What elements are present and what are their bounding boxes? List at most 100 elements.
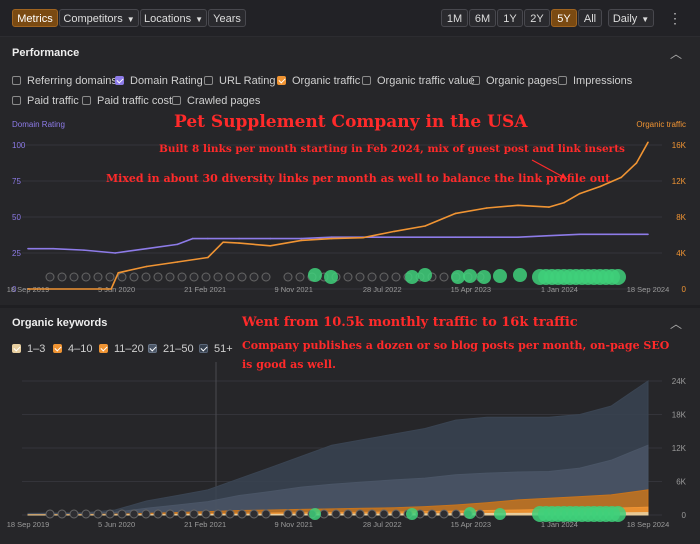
google-update-marker [249,509,259,519]
range-5y-button[interactable]: 5Y [551,9,577,27]
google-update-marker [81,272,91,282]
checkbox-paid-traffic[interactable]: Paid traffic [12,95,79,107]
google-update-marker [213,509,223,519]
competitors-dropdown[interactable]: Competitors ▼ [59,9,139,27]
x-tick-label: 18 Sep 2024 [627,520,670,529]
interval-dropdown[interactable]: Daily ▼ [608,9,654,27]
checkbox-organic-pages[interactable]: Organic pages [471,75,558,87]
range-2y-button[interactable]: 2Y [524,9,550,27]
google-update-marker [189,272,199,282]
checkbox-icon [362,76,371,85]
event-marker [451,270,465,284]
data-point [330,237,333,240]
performance-panel: Performance ︿ Referring domains Domain R… [0,37,700,305]
checkbox-url-rating[interactable]: URL Rating [204,75,275,87]
data-point [620,176,622,179]
data-point [27,288,29,290]
checkbox-label: Organic traffic value [377,75,475,87]
google-update-marker [129,509,139,519]
data-point [27,247,29,250]
google-update-marker [213,272,223,282]
event-marker [610,269,626,285]
range-all-button[interactable]: All [578,9,602,27]
checkbox-icon [558,76,567,85]
x-tick-label: 9 Nov 2021 [275,285,313,294]
event-marker [309,508,321,520]
google-update-marker [81,509,91,519]
checkbox-organic-traffic-value[interactable]: Organic traffic value [362,75,475,87]
range-6m-button[interactable]: 6M [469,9,496,27]
checkbox-organic-traffic[interactable]: Organic traffic [277,75,360,87]
checkbox-label: Referring domains [27,75,117,87]
data-point [362,236,364,239]
checkbox-pos-21-50[interactable]: 21–50 [148,343,194,355]
checkbox-pos-4-10[interactable]: 4–10 [53,343,92,355]
google-update-marker [355,272,365,282]
data-point [548,206,550,208]
data-point [563,201,565,204]
checkbox-pos-11-20[interactable]: 11–20 [99,343,144,355]
checkbox-domain-rating[interactable]: Domain Rating [115,75,203,87]
annotation-onpage: is good as well. [242,358,336,371]
data-point [610,233,612,236]
data-point [191,237,194,240]
google-update-marker [331,509,341,519]
collapse-chevron-icon[interactable]: ︿ [669,317,682,331]
data-point [599,185,602,188]
checkbox-label: Domain Rating [130,75,203,87]
data-point [454,236,457,238]
checkbox-impressions[interactable]: Impressions [558,75,632,87]
y-tick-label: 18K [672,411,687,420]
checkbox-label: Paid traffic [27,95,79,107]
locations-dropdown[interactable]: Locations ▼ [140,9,207,27]
range-1y-button[interactable]: 1Y [497,9,523,27]
data-point [517,204,519,207]
event-marker [324,270,338,284]
x-tick-label: 18 Sep 2019 [7,520,50,529]
checkbox-pos-51-plus[interactable]: 51+ [199,343,233,355]
checkbox-label: Crawled pages [187,95,261,107]
checkbox-paid-traffic-cost[interactable]: Paid traffic cost [82,95,172,107]
competitors-label: Competitors [63,13,123,25]
series-line [28,141,649,290]
google-update-marker [153,272,163,282]
x-tick-label: 15 Apr 2023 [451,520,491,529]
data-point [52,247,54,250]
data-point [635,162,638,164]
google-update-marker [261,509,271,519]
range-1m-button[interactable]: 1M [441,9,468,27]
google-update-marker [57,272,67,282]
event-marker [406,508,418,520]
google-update-marker [129,272,139,282]
checkbox-crawled-pages[interactable]: Crawled pages [172,95,260,107]
google-update-marker [439,272,449,282]
metrics-button[interactable]: Metrics [12,9,58,27]
collapse-chevron-icon[interactable]: ︿ [669,47,682,61]
y-tick-label: 0 [682,511,687,520]
chevron-down-icon: ▼ [126,15,135,24]
google-update-marker [367,272,377,282]
google-update-marker [45,272,55,282]
chevron-down-icon: ▼ [641,15,650,24]
checkbox-icon [12,344,21,353]
event-marker [610,506,626,522]
event-marker [405,270,419,284]
years-button[interactable]: Years [208,9,246,27]
checkbox-pos-1-3[interactable]: 1–3 [12,343,45,355]
checkbox-icon [53,344,62,353]
checkbox-icon [199,344,208,353]
annotation-arrow [531,159,568,180]
google-update-marker [153,509,163,519]
google-update-marker [45,509,55,519]
left-axis-label: Domain Rating [12,120,65,129]
google-update-marker [201,272,211,282]
checkbox-referring-domains[interactable]: Referring domains [12,75,117,87]
data-point [578,233,581,236]
data-point [647,141,649,144]
x-tick-label: 1 Jan 2024 [541,285,578,294]
checkbox-label: 1–3 [27,343,46,355]
data-point [269,245,272,247]
data-point [300,237,302,240]
checkbox-icon [99,344,108,353]
